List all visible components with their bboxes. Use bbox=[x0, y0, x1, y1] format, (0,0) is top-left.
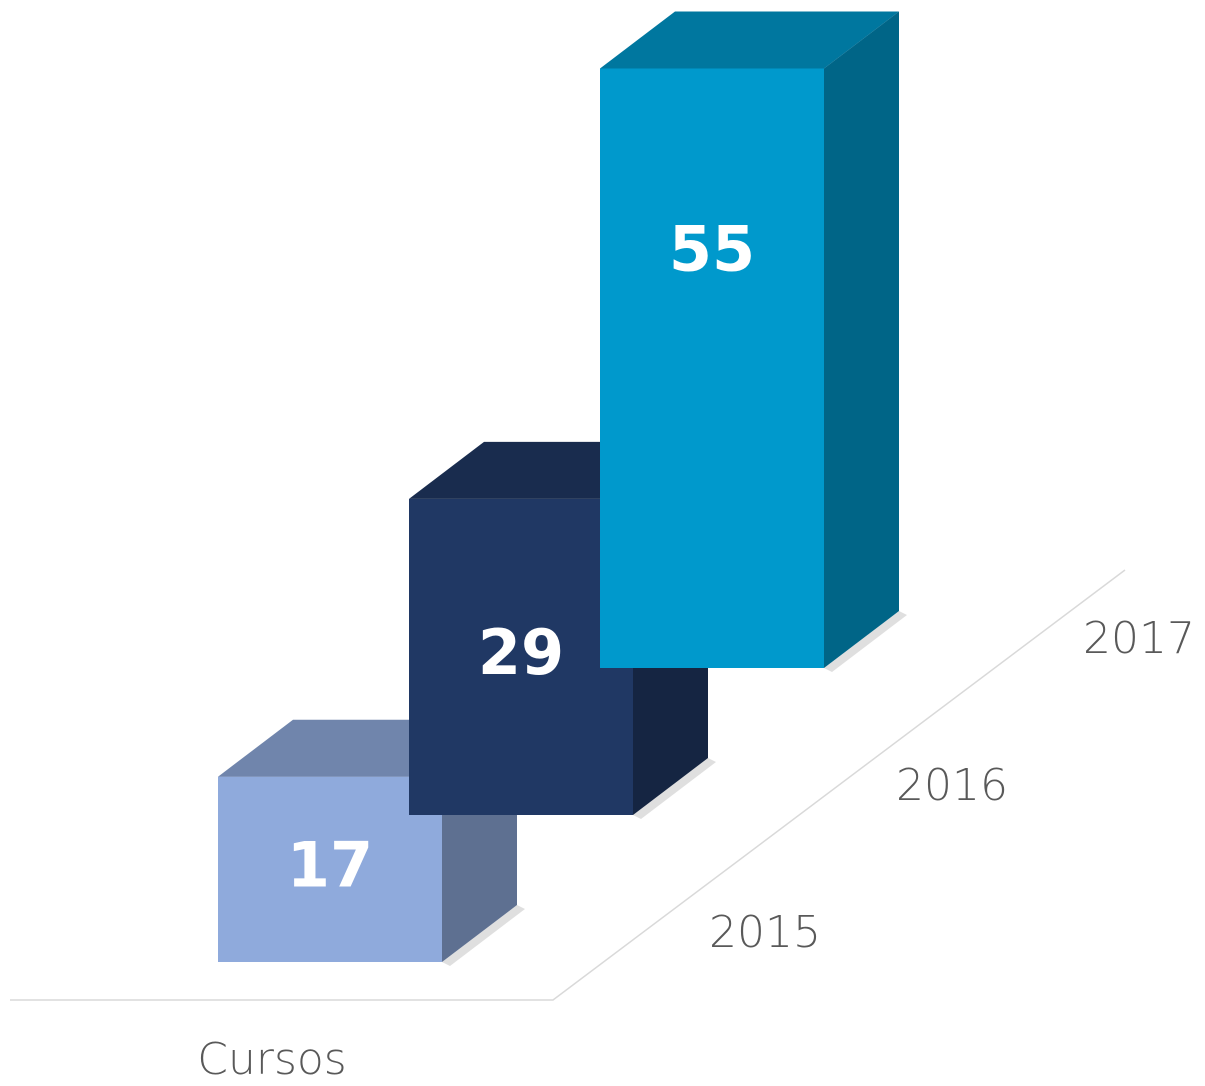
series-label: 2015 bbox=[709, 907, 821, 958]
bar-shadow bbox=[824, 611, 907, 672]
data-label: 17 bbox=[287, 828, 373, 901]
bar-shadow bbox=[442, 905, 525, 966]
category-label: Cursos bbox=[197, 1034, 346, 1085]
bar-front bbox=[409, 498, 633, 815]
series-label: 2017 bbox=[1083, 613, 1195, 664]
bar-front bbox=[218, 776, 442, 962]
data-label: 55 bbox=[669, 213, 755, 286]
series-label: 2016 bbox=[896, 760, 1008, 811]
bar-top bbox=[600, 11, 899, 69]
bar-shadow bbox=[633, 758, 716, 819]
data-label: 29 bbox=[478, 616, 564, 689]
bar-side bbox=[824, 11, 899, 668]
floor bbox=[10, 569, 1126, 1001]
bar-front bbox=[600, 68, 824, 668]
